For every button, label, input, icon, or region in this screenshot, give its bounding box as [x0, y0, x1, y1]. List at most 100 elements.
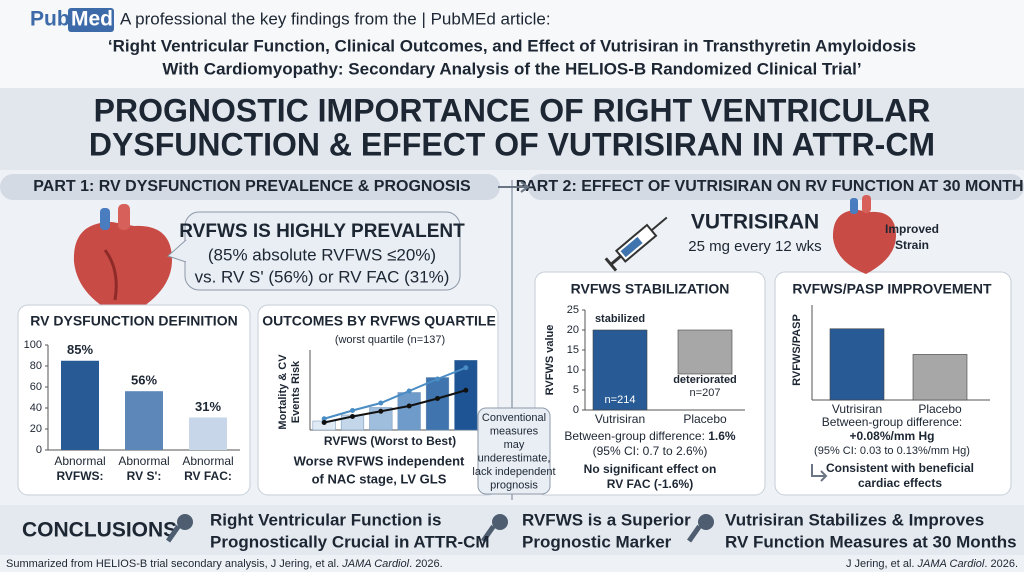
- y-tick-label: 20: [567, 324, 579, 336]
- bar: [61, 360, 99, 450]
- bar: [189, 417, 227, 450]
- difference-value: +0.08%/mm Hg: [849, 429, 934, 443]
- line-point: [463, 387, 469, 393]
- main-title: PROGNOSTIC IMPORTANCE OF RIGHT VENTRICUL…: [94, 92, 931, 128]
- value-label: 56%: [131, 373, 157, 388]
- line-point: [321, 416, 327, 422]
- strain-label: Improved: [885, 222, 939, 236]
- chart-note: Worse RVFWS independent: [294, 453, 465, 468]
- title-band: [0, 88, 1024, 170]
- conclusions-heading: CONCLUSIONS: [22, 519, 177, 542]
- x-tick-label: RV S':: [127, 469, 162, 483]
- bar-label: n=214: [605, 394, 636, 406]
- bar: [829, 328, 885, 401]
- part-heading: PART 1: RV DYSFUNCTION PREVALENCE & PROG…: [33, 178, 471, 195]
- bar: [425, 377, 450, 431]
- panel: [774, 271, 1012, 496]
- y-tick-label: 25: [567, 304, 579, 316]
- y-axis-label: Events Risk: [290, 360, 302, 423]
- x-tick-label: RVFWS:: [56, 469, 103, 483]
- x-tick-label: Vutrisiran: [595, 412, 645, 426]
- line-point: [463, 365, 469, 371]
- bar: [912, 354, 968, 401]
- chart-note: Consistent with beneficial: [826, 461, 974, 475]
- y-axis-label: Mortality & CV: [277, 354, 289, 430]
- value-label: 85%: [67, 342, 93, 357]
- part-heading: PART 2: EFFECT OF VUTRISIRAN ON RV FUNCT…: [516, 178, 1024, 195]
- heart-icon: [73, 204, 172, 318]
- arrow-icon: [811, 464, 828, 482]
- ci: (95% CI: 0.03 to 0.13%/mm Hg): [814, 445, 970, 457]
- chart-subtitle: (worst quartile (n=137): [335, 334, 445, 346]
- header-band: [0, 0, 1024, 88]
- key-icon: [687, 514, 714, 543]
- x-tick-label: Vutrisiran: [832, 402, 882, 416]
- chart-title: RVFWS STABILIZATION: [571, 281, 730, 297]
- chart-title: OUTCOMES BY RVFWS QUARTILE: [262, 313, 496, 329]
- chart-note: No significant effect on: [584, 462, 717, 476]
- callout-text: Conventional: [482, 412, 546, 424]
- conclusion: RVFWS is a Superior: [522, 510, 691, 529]
- y-axis-label: RVFWS/PASP: [791, 314, 803, 386]
- logo-box: [68, 8, 114, 32]
- line-point: [378, 408, 384, 414]
- difference-value: 1.6%: [708, 429, 736, 443]
- trend-line: [323, 366, 467, 420]
- drug-dose: 25 mg every 12 wks: [688, 238, 821, 255]
- syringe-icon: [604, 216, 668, 272]
- line-point: [350, 414, 355, 419]
- key-icon: [166, 514, 193, 543]
- y-tick-label: 40: [30, 402, 42, 414]
- y-tick-label: 0: [573, 404, 579, 416]
- difference: Between-group difference: 1.6%: [564, 429, 736, 443]
- line-point: [435, 396, 440, 401]
- heart-icon: [832, 195, 896, 274]
- trend-line: [323, 389, 467, 424]
- callout-pointer: [167, 239, 187, 263]
- difference-text: Between-group difference:: [564, 429, 708, 443]
- drug-name: VUTRISIRAN: [691, 211, 819, 234]
- x-tick-label: Abnormal: [182, 454, 233, 468]
- y-tick-label: 80: [30, 360, 42, 372]
- bar: [677, 329, 733, 375]
- footer-text: . 2026.: [409, 558, 443, 570]
- article-title: With Cardiomyopathy: Secondary Analysis …: [162, 59, 861, 78]
- logo-med: Med: [71, 8, 113, 31]
- line-point: [321, 420, 327, 425]
- callout-text: lack independent: [472, 466, 555, 478]
- bar: [592, 329, 648, 411]
- y-tick-label: 10: [567, 364, 579, 376]
- prevalence-title: RVFWS IS HIGHLY PREVALENT: [179, 221, 465, 242]
- intro: A professional the key findings from the…: [120, 9, 551, 28]
- part-heading-bg: [528, 174, 1024, 200]
- panel: [534, 271, 766, 496]
- arrow: [498, 181, 530, 193]
- prevalence-line: (85% absolute RVFWS ≤20%): [208, 245, 436, 264]
- chart-note: cardiac effects: [858, 476, 942, 490]
- chart-note: RV FAC (-1.6%): [607, 477, 693, 491]
- panel: [257, 304, 499, 496]
- y-tick-label: 5: [573, 384, 579, 396]
- line-point: [435, 376, 440, 382]
- logo-pub: Pub: [30, 8, 70, 31]
- callout-text: underestimate,: [478, 452, 551, 464]
- conclusion: Prognostically Crucial in ATTR-CM: [210, 532, 490, 551]
- x-tick-label: RV FAC:: [184, 469, 232, 483]
- y-tick-label: 15: [567, 344, 579, 356]
- conclusion: RV Function Measures at 30 Months: [725, 532, 1017, 551]
- footer-text: Summarized from HELIOS-B trial secondary…: [6, 558, 342, 570]
- y-axis-label: RVFWS value: [544, 325, 556, 396]
- footer-journal: JAMA Cardiol: [917, 558, 985, 570]
- strain-label: Strain: [895, 238, 929, 252]
- prevalence-line: vs. RV S' (56%) or RV FAC (31%): [195, 267, 450, 286]
- value-label: 31%: [195, 399, 221, 414]
- x-axis-label: RVFWS (Worst to Best): [324, 434, 456, 448]
- key-icon: [481, 514, 508, 543]
- conclusions-band: [0, 505, 1024, 555]
- line-point: [350, 408, 355, 413]
- ci: (95% CI: 0.7 to 2.6%): [593, 444, 708, 458]
- x-tick-label: Abnormal: [118, 454, 169, 468]
- bar-label: deteriorated: [673, 374, 737, 386]
- conclusion: Prognostic Marker: [522, 532, 672, 551]
